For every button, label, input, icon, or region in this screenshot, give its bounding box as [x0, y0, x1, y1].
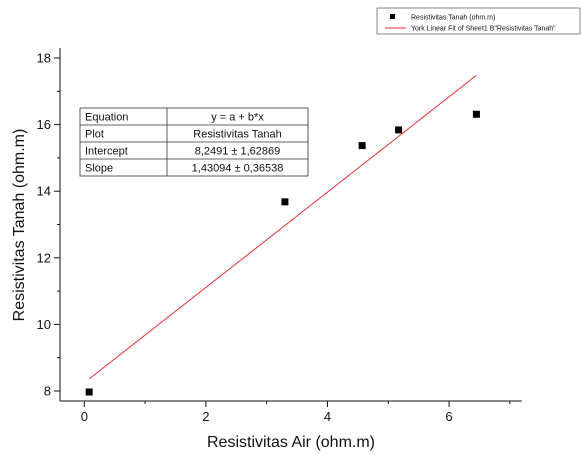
- y-tick-label: 14: [37, 184, 51, 199]
- stats-table-label: Slope: [85, 163, 113, 175]
- x-tick-label: 4: [324, 409, 331, 424]
- y-axis-title: Resistivitas Tanah (ohm.m): [11, 129, 28, 322]
- data-point: [281, 198, 289, 206]
- legend-label-fit: York Linear Fit of Sheet1 B"Resistivitas…: [411, 26, 556, 33]
- y-tick-label: 12: [37, 250, 51, 265]
- data-points: [85, 110, 480, 396]
- y-tick-label: 16: [37, 117, 51, 132]
- x-tick-label: 6: [445, 409, 452, 424]
- x-axis-title: Resistivitas Air (ohm.m): [207, 434, 375, 451]
- data-point: [358, 142, 366, 150]
- x-ticks: 0 2 4 6: [81, 401, 511, 424]
- legend: Resistivitas Tanah (ohm.m) York Linear F…: [376, 7, 581, 35]
- stats-table-label: Intercept: [85, 146, 128, 158]
- legend-label-points: Resistivitas Tanah (ohm.m): [411, 15, 495, 22]
- stats-table-value: y = a + b*x: [211, 112, 264, 124]
- stats-table-value: Resistivitas Tanah: [193, 129, 281, 141]
- legend-marker-square: [390, 14, 395, 19]
- data-point: [395, 126, 403, 134]
- stats-table-value: 8,2491 ± 1,62869: [195, 146, 281, 158]
- stats-table: Equation y = a + b*x Plot Resistivitas Tana…: [79, 107, 309, 177]
- x-tick-label: 2: [202, 409, 209, 424]
- legend-box: [376, 7, 581, 35]
- y-tick-label: 10: [37, 317, 51, 332]
- y-tick-label: 18: [37, 50, 51, 65]
- stats-table-value: 1,43094 ± 0,36538: [192, 163, 284, 175]
- stats-table-label: Equation: [85, 112, 128, 124]
- y-ticks: 8 10 12 14 16 18: [37, 50, 60, 399]
- data-point: [85, 388, 93, 396]
- data-point: [472, 110, 480, 118]
- x-tick-label: 0: [81, 409, 88, 424]
- y-tick-label: 8: [44, 384, 51, 399]
- fit-line: [88, 74, 477, 380]
- stats-table-label: Plot: [85, 129, 104, 141]
